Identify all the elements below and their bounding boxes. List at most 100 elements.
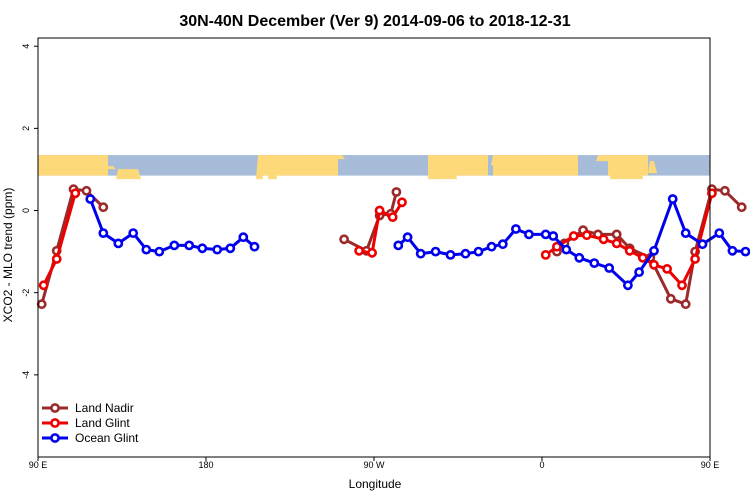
data-point <box>70 188 81 199</box>
data-point <box>727 245 738 256</box>
data-point <box>611 229 622 240</box>
data-point <box>665 293 676 304</box>
y-tick-label: -2 <box>21 289 31 297</box>
data-point <box>460 248 471 259</box>
data-point <box>85 194 96 204</box>
data-point <box>690 254 700 264</box>
data-point <box>634 267 644 277</box>
data-point <box>598 234 609 245</box>
data-point <box>238 232 249 243</box>
data-point <box>720 185 730 196</box>
land-patch <box>116 169 141 180</box>
data-point <box>740 246 750 257</box>
data-point <box>561 244 572 255</box>
y-axis: 4 2 0 -2 -4 <box>21 44 38 379</box>
land-patch <box>428 155 488 176</box>
data-point <box>51 254 62 264</box>
data-point <box>391 187 402 197</box>
legend-label: Land Glint <box>75 416 130 430</box>
data-point <box>402 232 413 243</box>
data-point <box>540 249 551 260</box>
legend-label: Land Nadir <box>75 401 134 415</box>
x-tick-label: 90 W <box>363 460 385 470</box>
land-patch <box>648 161 657 174</box>
data-point <box>249 241 260 252</box>
chart-title: 30N-40N December (Ver 9) 2014-09-06 to 2… <box>179 13 570 30</box>
data-point <box>649 245 659 256</box>
data-point <box>98 228 109 238</box>
y-axis-label: XCO2 - MLO trend (ppm) <box>1 188 15 323</box>
data-point <box>415 248 426 259</box>
data-point <box>430 246 441 257</box>
x-tick-label: 90 E <box>701 460 720 470</box>
data-point <box>736 202 747 213</box>
data-point <box>574 252 585 263</box>
data-point <box>113 238 124 249</box>
data-point <box>611 238 622 249</box>
data-point <box>128 228 139 238</box>
data-point <box>552 241 562 252</box>
data-point <box>637 252 648 263</box>
data-point <box>662 263 672 274</box>
data-point <box>197 243 208 254</box>
data-point <box>387 212 398 222</box>
data-point <box>141 244 152 255</box>
data-point <box>81 185 92 196</box>
data-point <box>540 229 551 240</box>
land-patch <box>106 166 116 170</box>
legend-marker <box>50 403 60 413</box>
legend-entry: Ocean Glint <box>42 431 139 445</box>
series-ocean-glint <box>85 194 750 291</box>
data-point <box>548 231 559 241</box>
data-point <box>497 239 508 250</box>
data-point <box>374 205 385 216</box>
land-patch <box>38 155 108 176</box>
data-point <box>680 228 691 238</box>
data-point <box>473 246 484 257</box>
land-patch <box>608 155 648 176</box>
x-axis: 90 E 180 90 W 0 90 E <box>29 457 720 470</box>
data-point <box>667 194 678 204</box>
legend-entry: Land Glint <box>42 416 130 430</box>
data-point <box>677 280 687 291</box>
data-point <box>38 280 49 291</box>
series-land-glint <box>38 188 717 291</box>
data-point <box>623 280 633 291</box>
data-point <box>524 229 534 240</box>
legend-entry: Land Nadir <box>42 401 134 415</box>
legend-label: Ocean Glint <box>75 431 139 445</box>
legend-marker <box>50 433 60 443</box>
data-point <box>36 299 47 310</box>
x-tick-label: 90 E <box>29 460 48 470</box>
x-tick-label: 180 <box>198 460 213 470</box>
data-point <box>486 241 497 252</box>
data-point <box>581 230 592 241</box>
data-point <box>339 234 349 245</box>
land-patch <box>493 155 578 176</box>
data-point <box>697 239 708 250</box>
data-point <box>212 244 223 255</box>
data-point <box>680 299 691 310</box>
data-point <box>98 202 109 213</box>
data-point <box>714 228 725 238</box>
data-point <box>397 197 407 208</box>
data-point <box>624 245 635 256</box>
data-point <box>184 240 195 251</box>
data-point <box>367 247 377 258</box>
data-point <box>393 240 404 251</box>
data-point <box>169 240 180 251</box>
data-point <box>589 258 600 268</box>
data-point <box>511 224 521 234</box>
y-tick-label: 0 <box>21 208 31 213</box>
x-tick-label: 0 <box>539 460 544 470</box>
series-layer <box>36 184 750 310</box>
land-ocean-band <box>38 155 710 180</box>
land-patch <box>258 155 338 176</box>
data-point <box>604 263 615 273</box>
data-point <box>225 243 236 254</box>
data-point <box>649 259 659 270</box>
data-point <box>707 188 717 199</box>
x-axis-label: Longitude <box>349 477 402 491</box>
